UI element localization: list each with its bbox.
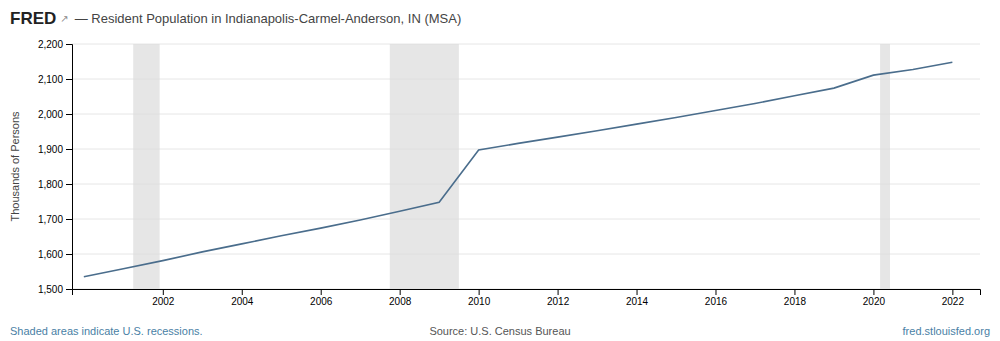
- y-tick-mark: [66, 114, 72, 115]
- data-line: [84, 62, 953, 277]
- x-tick: 2006: [310, 289, 333, 307]
- grid-line: [72, 149, 980, 150]
- y-tick-mark: [66, 289, 72, 290]
- y-axis: 1,500 1,600 1,700 1,800 1,900 2,000 2,100 2,200: [38, 39, 73, 295]
- x-tick: 2014: [626, 289, 649, 307]
- x-tick-label: 2004: [231, 296, 254, 307]
- x-tick: 2002: [152, 289, 175, 307]
- x-tick-mark: [479, 289, 480, 295]
- y-tick: 1,700: [38, 214, 72, 225]
- chart-title: — Resident Population in Indianapolis-Ca…: [75, 11, 462, 26]
- grid: [72, 44, 980, 289]
- recession-band: [390, 44, 459, 289]
- x-tick-mark: [321, 289, 322, 295]
- y-tick-mark: [66, 44, 72, 45]
- x-tick-mark: [637, 289, 638, 295]
- footer-source: Source: U.S. Census Bureau: [429, 325, 570, 337]
- footer-note: Shaded areas indicate U.S. recessions.: [10, 325, 203, 337]
- y-tick-mark: [66, 184, 72, 185]
- x-tick-label: 2010: [468, 296, 491, 307]
- header-icon: ↗: [60, 13, 68, 24]
- x-tick-mark: [163, 289, 164, 295]
- x-tick-label: 2014: [626, 296, 649, 307]
- y-tick-label: 1,600: [38, 249, 63, 260]
- x-axis-line: [73, 290, 981, 296]
- y-axis-title: Thousands of Persons: [9, 111, 21, 222]
- grid-line: [72, 44, 980, 45]
- x-tick: 2022: [942, 289, 965, 307]
- y-tick: 2,000: [38, 109, 72, 120]
- recession-band: [133, 44, 159, 289]
- y-tick-label: 1,500: [38, 284, 63, 295]
- x-tick: 2012: [547, 289, 570, 307]
- grid-line: [72, 184, 980, 185]
- x-axis: 2002 2004 2006 2008 2010 2012 2014 2016 2018 2020…: [73, 289, 981, 307]
- grid-line: [72, 79, 980, 80]
- y-tick: 1,900: [38, 144, 72, 155]
- x-tick-label: 2012: [547, 296, 570, 307]
- y-tick: 2,200: [38, 39, 72, 50]
- y-axis-line: [66, 45, 73, 290]
- recession-band: [880, 44, 890, 289]
- x-tick: 2010: [468, 289, 491, 307]
- y-tick: 1,600: [38, 249, 72, 260]
- y-tick: 1,500: [38, 284, 72, 295]
- x-tick: 2020: [863, 289, 886, 307]
- grid-line: [72, 219, 980, 220]
- x-tick-label: 2022: [942, 296, 965, 307]
- x-tick-label: 2016: [705, 296, 728, 307]
- y-tick: 2,100: [38, 74, 72, 85]
- x-tick-mark: [715, 289, 716, 295]
- x-tick: 2018: [784, 289, 807, 307]
- x-tick: 2016: [705, 289, 728, 307]
- y-tick-label: 2,000: [38, 109, 63, 120]
- x-tick-label: 2018: [784, 296, 807, 307]
- chart: 2002 2004 2006 2008 2010 2012 2014 2016 2018 2020…: [0, 0, 1000, 341]
- y-tick: 1,800: [38, 179, 72, 190]
- y-tick-label: 1,700: [38, 214, 63, 225]
- grid-line: [72, 114, 980, 115]
- x-tick-label: 2006: [310, 296, 333, 307]
- plot-area: [84, 44, 953, 289]
- y-tick-mark: [66, 149, 72, 150]
- y-tick-label: 2,100: [38, 74, 63, 85]
- x-tick-mark: [794, 289, 795, 295]
- x-tick-label: 2020: [863, 296, 886, 307]
- x-tick: 2004: [231, 289, 254, 307]
- grid-line: [72, 254, 980, 255]
- y-tick-label: 2,200: [38, 39, 63, 50]
- y-tick-mark: [66, 254, 72, 255]
- header-logo: FRED: [10, 9, 56, 28]
- x-tick-mark: [242, 289, 243, 295]
- footer-link: fred.stlouisfed.org: [903, 325, 990, 337]
- y-tick-label: 1,800: [38, 179, 63, 190]
- x-tick: 2008: [389, 289, 412, 307]
- x-tick-mark: [558, 289, 559, 295]
- x-tick-label: 2008: [389, 296, 412, 307]
- x-tick-mark: [873, 289, 874, 295]
- y-tick-mark: [66, 79, 72, 80]
- x-tick-label: 2002: [152, 296, 175, 307]
- y-tick-label: 1,900: [38, 144, 63, 155]
- x-tick-mark: [952, 289, 953, 295]
- y-tick-mark: [66, 219, 72, 220]
- x-tick-mark: [400, 289, 401, 295]
